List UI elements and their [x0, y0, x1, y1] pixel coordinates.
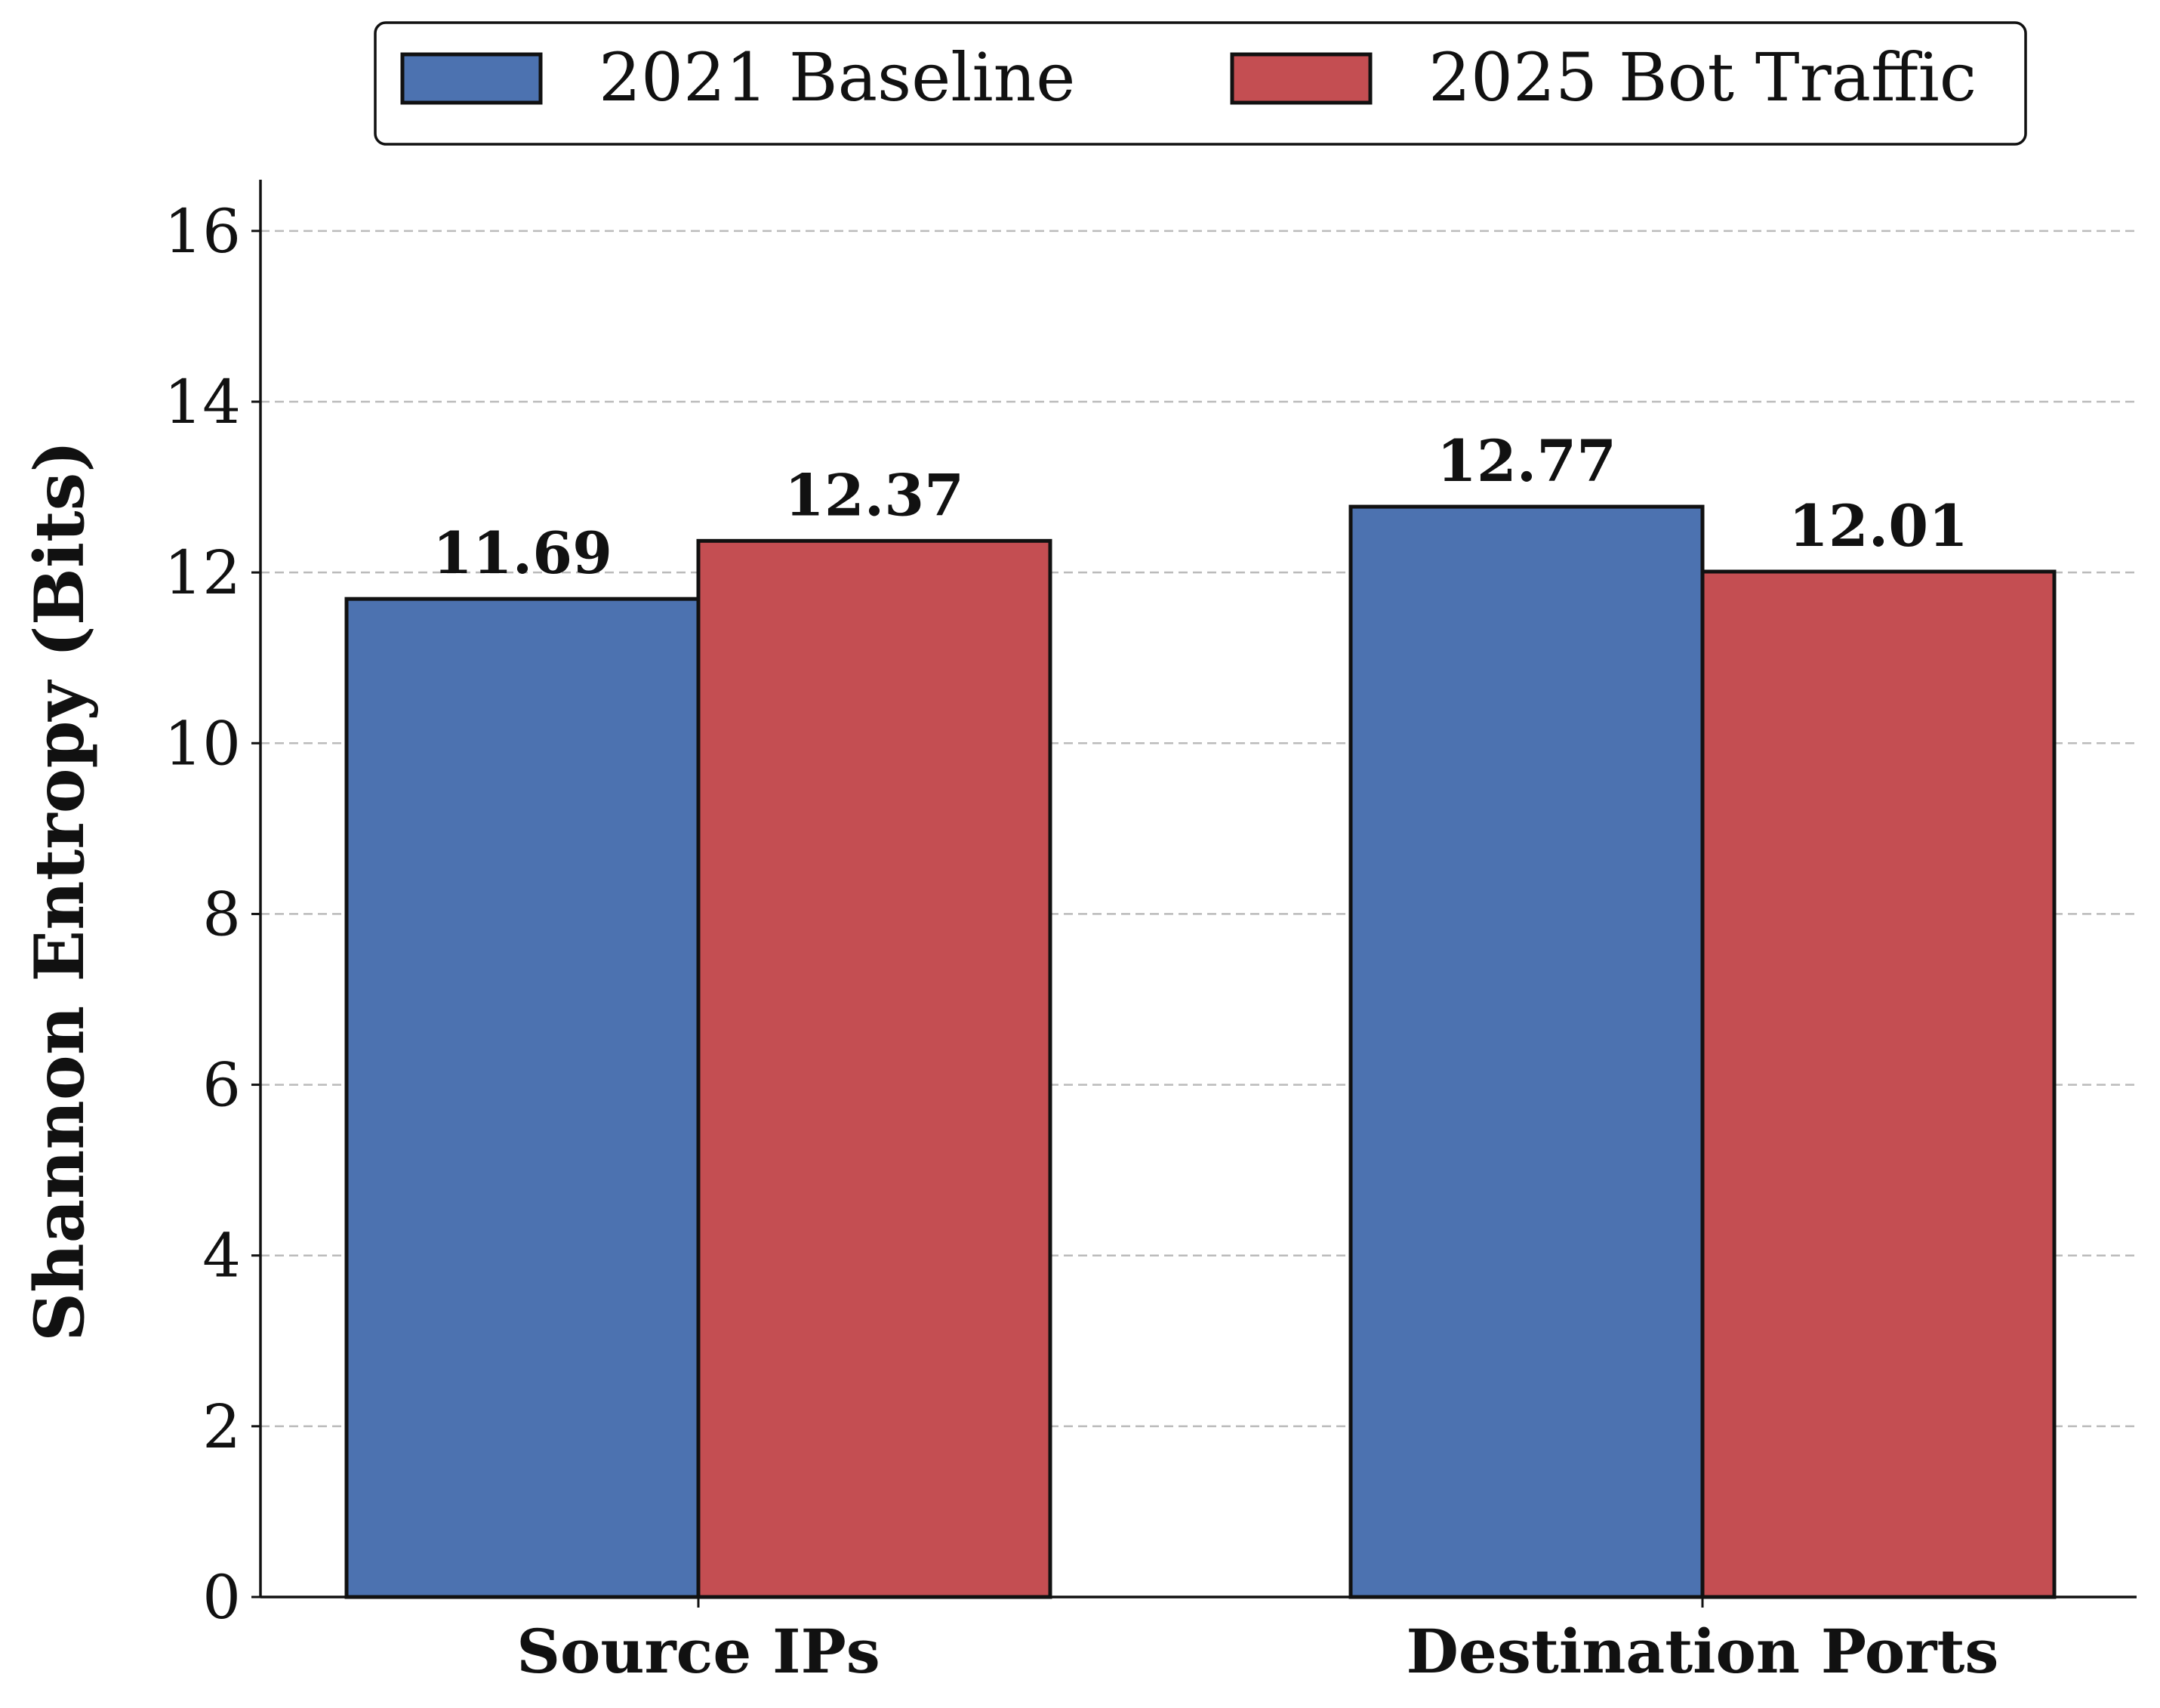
data-label: 12.37	[784, 461, 964, 529]
y-tick-label: 10	[164, 708, 241, 778]
bar	[344, 597, 701, 1599]
y-ticks: 0 2 4 6 8 10 12 14 16	[164, 196, 260, 1632]
x-tick-label: Destination Ports	[1407, 1616, 1999, 1687]
bars	[344, 504, 2057, 1599]
data-label: 12.01	[1789, 492, 1968, 560]
legend-swatch	[1230, 52, 1373, 105]
legend: 2021 Baseline 2025 Bot Traffic	[374, 21, 2027, 146]
bar	[1348, 504, 1705, 1599]
y-tick-label: 6	[202, 1050, 241, 1121]
bar	[696, 538, 1052, 1599]
grid-lines	[260, 230, 2137, 1428]
data-labels: 11.69 12.37 12.77 12.01	[433, 427, 1968, 587]
y-tick-label: 12	[164, 538, 241, 608]
y-tick-label: 0	[202, 1562, 241, 1632]
y-tick-label: 8	[202, 879, 241, 949]
y-tick-label: 14	[164, 367, 241, 437]
y-tick-label: 16	[164, 196, 241, 267]
x-ticks: Source IPs Destination Ports	[516, 1597, 1998, 1687]
data-label: 12.77	[1437, 427, 1616, 495]
bar	[1700, 569, 2057, 1599]
y-tick-label: 4	[202, 1221, 241, 1291]
data-label: 11.69	[433, 519, 612, 587]
x-tick-label: Source IPs	[516, 1616, 880, 1687]
legend-swatch	[400, 52, 543, 105]
axes	[259, 180, 2137, 1599]
legend-frame	[374, 21, 2027, 146]
y-axis-title: Shannon Entropy (Bits)	[20, 440, 100, 1342]
legend-label: 2021 Baseline	[599, 39, 1075, 116]
y-tick-label: 2	[202, 1392, 241, 1462]
legend-label: 2025 Bot Traffic	[1428, 39, 1977, 116]
